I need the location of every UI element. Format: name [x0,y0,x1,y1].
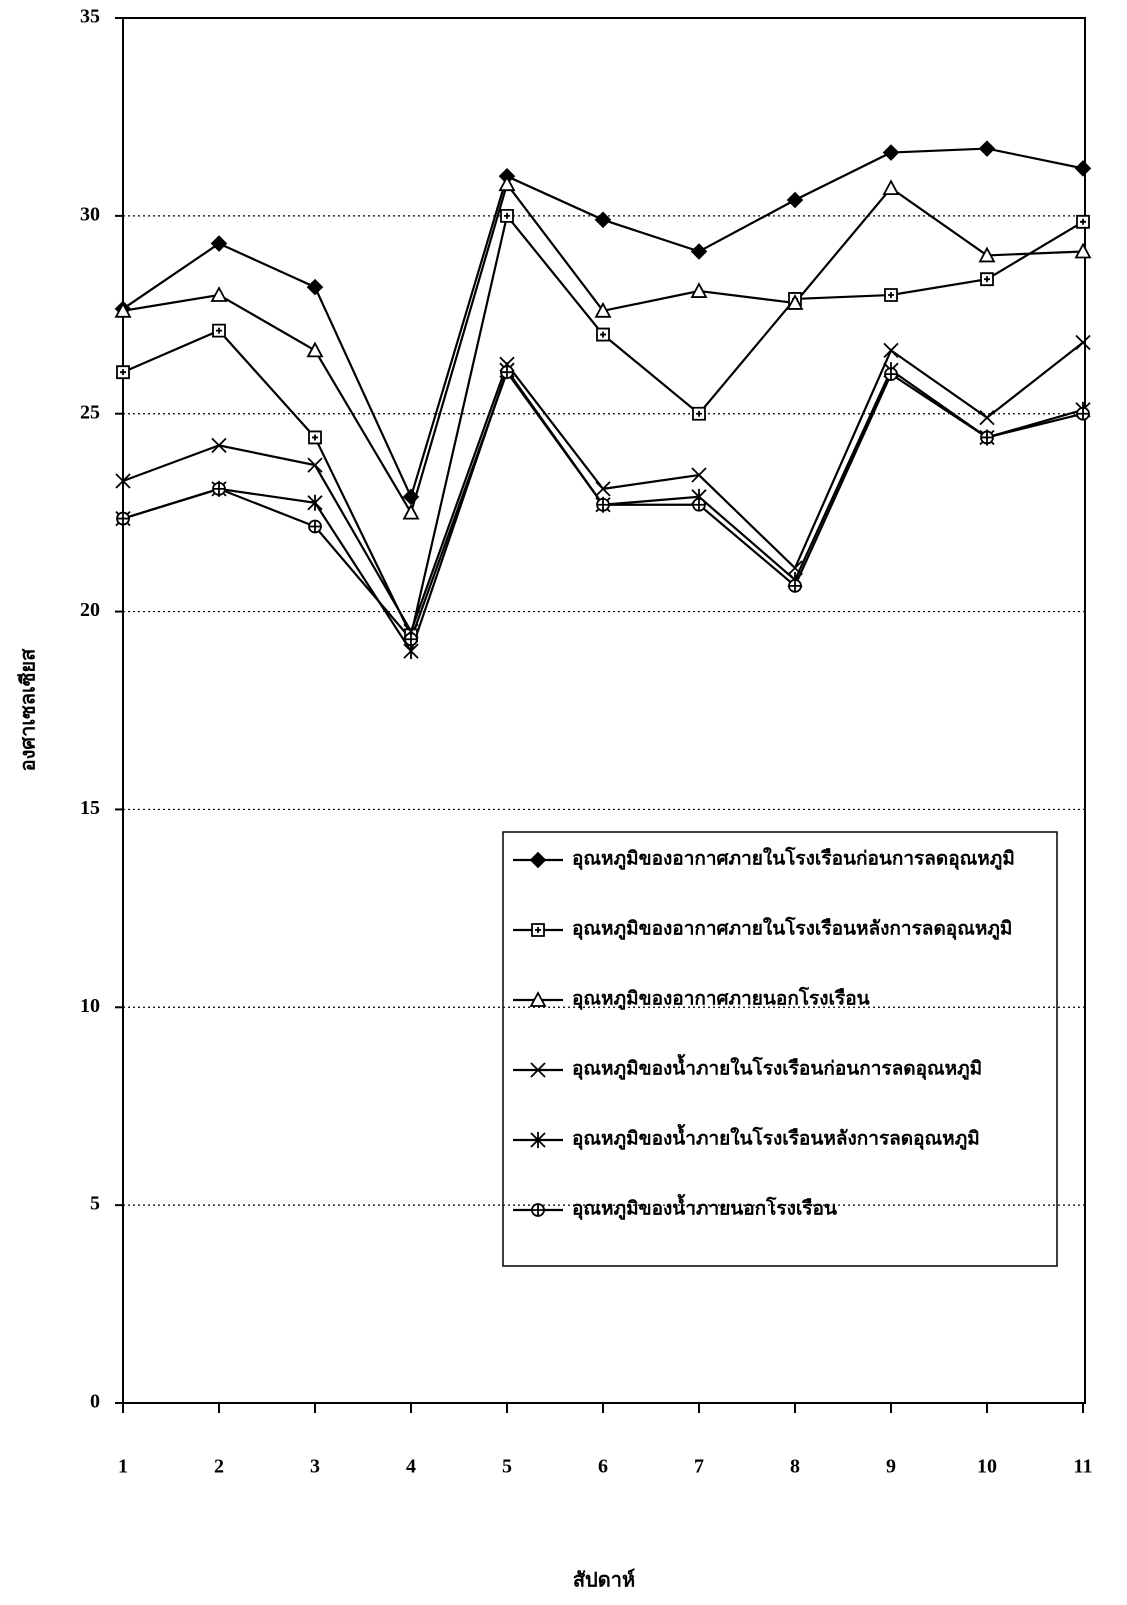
data-point [693,499,705,511]
legend-marker [532,1204,544,1216]
legend-label: อุณหภูมิของอากาศภายในโรงเรือนก่อนการลดอุ… [572,846,1015,870]
data-point [789,580,801,592]
legend-label: อุณหภูมิของอากาศภายในโรงเรือนหลังการลดอุ… [572,916,1012,940]
data-point [596,213,610,227]
x-tick-label: 10 [977,1456,997,1478]
series-line [123,184,1083,512]
data-point [212,237,226,251]
data-point [117,366,129,378]
chart: องศาเซลเซียส สัปดาห์ 0 5 10 15 20 25 30 35 1 2 3 4 5… [0,0,1127,1605]
data-point [309,431,321,443]
x-tick-label: 3 [310,1456,320,1478]
data-point [501,210,513,222]
y-tick-label: 0 [90,1391,100,1413]
x-tick-label: 5 [502,1456,512,1478]
data-point [405,633,417,645]
data-point [1077,216,1089,228]
data-point [597,499,609,511]
data-point [309,520,321,532]
data-point [213,483,225,495]
data-point [1076,161,1090,175]
y-tick-label: 15 [80,797,100,819]
data-point [212,288,226,301]
y-tick-label: 30 [80,203,100,225]
data-point [981,273,993,285]
data-point [1077,408,1089,420]
legend-label: อุณหภูมิของน้ำภายนอกโรงเรือน [572,1193,837,1220]
x-tick-label: 4 [406,1456,416,1478]
x-tick-label: 6 [598,1456,608,1478]
y-tick-label: 20 [80,599,100,621]
data-point [980,142,994,156]
y-tick-label: 35 [80,6,100,28]
legend-label: อุณหภูมิของน้ำภายในโรงเรือนหลังการลดอุณห… [572,1123,980,1150]
legend-label: อุณหภูมิของอากาศภายนอกโรงเรือน [572,986,870,1010]
x-axis-label: สัปดาห์ [573,1569,635,1592]
data-point [980,411,994,425]
y-tick-label: 10 [80,995,100,1017]
x-tick-label: 9 [886,1456,896,1478]
data-point [788,193,802,207]
x-tick-label: 2 [214,1456,224,1478]
legend-marker [532,924,544,936]
data-point [404,506,418,519]
data-point [213,325,225,337]
data-point [501,366,513,378]
y-axis-label: องศาเซลเซียส [17,648,40,771]
y-tick-label: 25 [80,401,100,423]
x-tick-label: 8 [790,1456,800,1478]
data-point [597,329,609,341]
x-tick-label: 1 [118,1456,128,1478]
series-line [123,342,1083,631]
data-point [117,513,129,525]
data-point [308,280,322,294]
x-tick-label: 7 [694,1456,704,1478]
y-tick-label: 5 [90,1193,100,1215]
data-point [308,343,322,356]
data-point [1076,335,1090,349]
data-point [885,289,897,301]
legend-label: อุณหภูมิของน้ำภายในโรงเรือนก่อนการลดอุณห… [572,1053,982,1080]
data-point [981,431,993,443]
data-point [404,490,418,504]
data-point [884,343,898,357]
series-line [123,216,1083,635]
x-tick-label: 11 [1074,1456,1093,1478]
data-point [884,146,898,160]
data-point [884,181,898,194]
data-point [885,368,897,380]
data-point [693,408,705,420]
data-point [692,244,706,258]
